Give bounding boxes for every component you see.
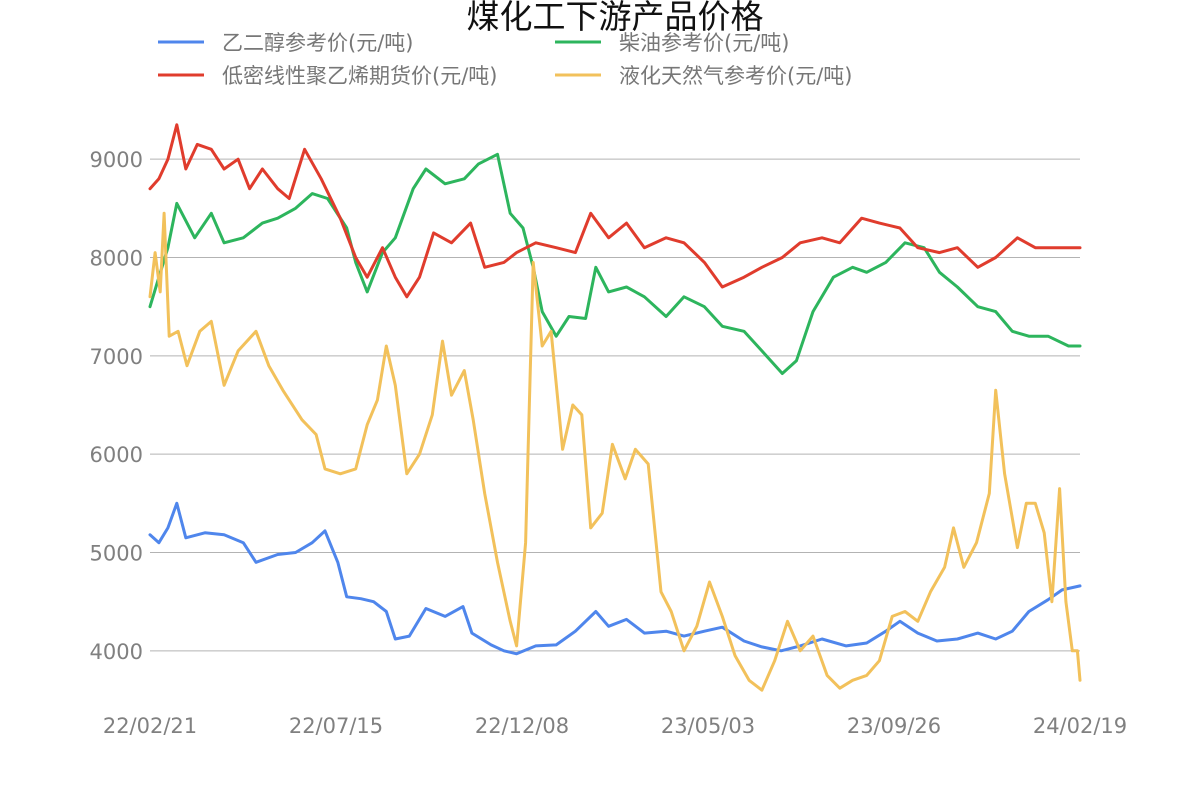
legend-item: 柴油参考价(元/吨) (555, 31, 789, 55)
x-tick-label: 22/07/15 (289, 714, 383, 738)
y-tick-label: 4000 (90, 640, 143, 664)
y-tick-label: 6000 (90, 443, 143, 467)
legend-item: 液化天然气参考价(元/吨) (555, 64, 852, 88)
legend-label: 柴油参考价(元/吨) (619, 31, 789, 55)
series-line-2 (148, 123, 1082, 299)
x-tick-label: 23/09/26 (847, 714, 941, 738)
y-axis: 4000 5000 6000 7000 8000 9000 (90, 148, 143, 664)
y-tick-label: 8000 (90, 247, 143, 271)
series-line-0 (148, 501, 1082, 656)
y-tick-label: 5000 (90, 542, 143, 566)
legend-label: 低密线性聚乙烯期货价(元/吨) (222, 64, 497, 88)
x-axis: 22/02/21 22/07/15 22/12/08 23/05/03 23/09/26… (103, 714, 1127, 738)
legend: 乙二醇参考价(元/吨) 柴油参考价(元/吨) 低密线性聚乙烯期货价(元/吨) 液化天然… (158, 31, 852, 88)
legend-label: 乙二醇参考价(元/吨) (222, 31, 413, 55)
chart-title: 煤化工下游产品价格 (467, 0, 764, 36)
x-tick-label: 22/02/21 (103, 714, 197, 738)
legend-item: 乙二醇参考价(元/吨) (158, 31, 413, 55)
series-lines (148, 123, 1082, 692)
legend-item: 低密线性聚乙烯期货价(元/吨) (158, 64, 497, 88)
series-line-1 (148, 152, 1082, 375)
x-tick-label: 23/05/03 (661, 714, 755, 738)
x-tick-label: 22/12/08 (475, 714, 569, 738)
x-tick-label: 24/02/19 (1033, 714, 1127, 738)
series-line-3 (148, 211, 1082, 692)
y-tick-label: 7000 (90, 345, 143, 369)
y-tick-label: 9000 (90, 148, 143, 172)
legend-label: 液化天然气参考价(元/吨) (619, 64, 852, 88)
